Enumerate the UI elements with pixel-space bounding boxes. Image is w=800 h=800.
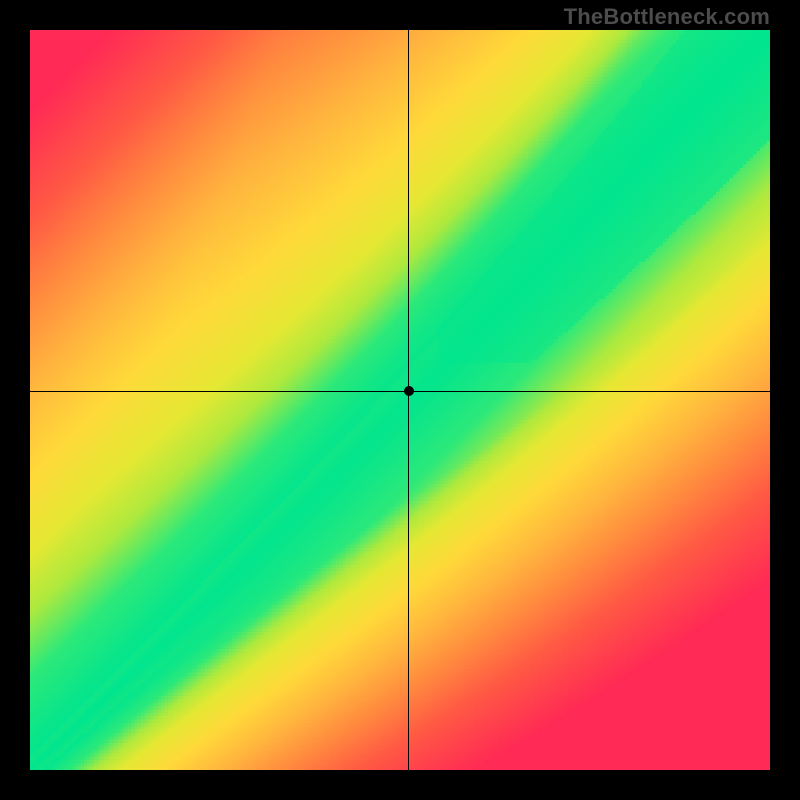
crosshair-vertical [408,30,409,770]
watermark-text: TheBottleneck.com [564,4,770,30]
crosshair-marker [404,386,414,396]
crosshair-horizontal [30,391,770,392]
chart-frame: TheBottleneck.com [0,0,800,800]
bottleneck-heatmap [30,30,770,770]
